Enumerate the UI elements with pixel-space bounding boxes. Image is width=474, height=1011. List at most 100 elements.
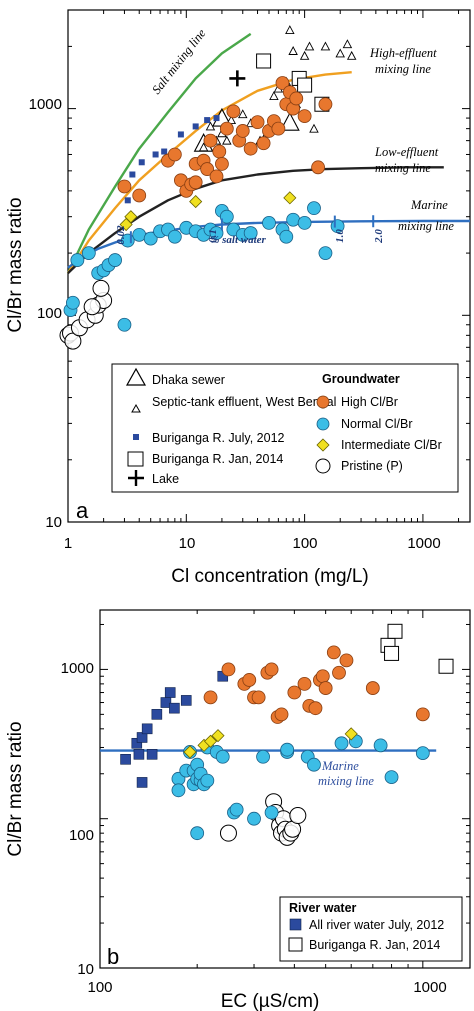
legend-intermediate: Intermediate Cl/Br	[341, 438, 442, 452]
point-high-cl-br	[132, 188, 147, 203]
point-lake	[229, 70, 246, 87]
panel-b-marks	[120, 623, 454, 846]
point-normal-cl-br	[307, 757, 321, 772]
point-normal-cl-br	[286, 212, 301, 227]
point-septic-tank-effluent-west-bengal	[309, 123, 319, 133]
point-dhaka-sewer	[279, 111, 300, 131]
point-normal-cl-br	[108, 253, 122, 267]
b-x-axis-title: EC (µS/cm)	[221, 991, 320, 1011]
point-septic-tank-effluent-west-bengal	[320, 41, 331, 51]
point-normal-cl-br	[256, 749, 270, 764]
point-pristine-p	[92, 279, 110, 297]
point-normal-cl-br	[132, 227, 147, 242]
point-high-cl-br	[167, 147, 182, 162]
point-high-cl-br	[308, 701, 323, 716]
point-septic-tank-effluent-west-bengal	[285, 25, 295, 34]
panel-b-legend: River water All river water July, 2012 B…	[279, 896, 463, 962]
b-y-tick-label: 100	[69, 827, 94, 844]
point-high-cl-br	[221, 662, 236, 677]
point-normal-cl-br	[209, 226, 224, 240]
point-high-cl-br	[311, 160, 325, 175]
pct-tick-label: 0.1	[207, 229, 219, 243]
point-all-river-water-july-2012	[169, 702, 180, 714]
legend-normal-marker	[316, 417, 330, 431]
point-septic-tank-effluent-west-bengal	[346, 50, 357, 60]
pct-tick-label: 1.0	[334, 229, 346, 243]
high-effluent-label-2: mixing line	[375, 62, 431, 76]
point-high-cl-br	[271, 121, 286, 136]
point-high-cl-br	[215, 157, 229, 171]
a-y-tick-label: 100	[37, 305, 62, 322]
b-marine-label: Marine	[321, 759, 359, 773]
point-high-cl-br	[200, 162, 215, 176]
point-normal-cl-br	[262, 215, 276, 230]
point-normal-cl-br	[318, 246, 333, 260]
point-high-cl-br	[415, 707, 430, 722]
point-high-cl-br	[287, 685, 302, 700]
point-buriganga-r-july-2012	[138, 159, 145, 166]
point-high-cl-br	[275, 76, 290, 90]
point-high-cl-br	[188, 175, 203, 190]
panel-a-letter: a	[76, 498, 89, 523]
point-high-cl-br	[235, 124, 250, 138]
point-buriganga-r-jan-2014	[297, 77, 313, 93]
point-all-river-water-july-2012	[146, 749, 158, 760]
point-buriganga-r-july-2012	[204, 117, 211, 124]
point-normal-cl-br	[171, 783, 186, 798]
b-x-tick-label: 1000	[413, 979, 446, 996]
legend-septic-marker	[131, 403, 141, 413]
a-y-tick-label: 1000	[29, 96, 62, 113]
point-high-cl-br	[332, 665, 346, 680]
legend-lake: Lake	[152, 472, 179, 486]
legend-pristine-marker	[315, 458, 331, 474]
point-pristine-p	[219, 824, 237, 842]
panel-b-frame	[99, 609, 471, 969]
point-buriganga-r-july-2012	[192, 123, 199, 130]
legend-intermediate-marker	[316, 438, 330, 452]
a-x-axis-title: Cl concentration (mg/L)	[171, 566, 368, 587]
point-septic-tank-effluent-west-bengal	[238, 109, 248, 119]
panel-b-ticks	[99, 610, 470, 969]
b-marine-label-2: mixing line	[318, 774, 374, 788]
point-normal-cl-br	[279, 229, 294, 244]
point-normal-cl-br	[219, 209, 234, 224]
legend-box	[111, 363, 459, 493]
point-intermediate-cl-br	[124, 210, 138, 224]
a-y-axis-title: Cl/Br mass ratio	[5, 197, 26, 332]
point-high-cl-br	[297, 676, 312, 691]
point-normal-cl-br	[307, 201, 321, 216]
point-high-cl-br	[243, 141, 258, 156]
legend-dhaka-sewer: Dhaka sewer	[152, 373, 225, 387]
point-all-river-water-july-2012	[120, 753, 131, 765]
legend-high: High Cl/Br	[341, 395, 398, 409]
point-high-cl-br	[339, 653, 354, 668]
marine-label-2: mixing line	[398, 219, 454, 233]
point-normal-cl-br	[334, 736, 349, 751]
legend-river-july-marker	[289, 918, 302, 931]
point-septic-tank-effluent-west-bengal	[222, 135, 232, 145]
low-effluent-label: Low-effluent	[374, 145, 439, 159]
point-septic-tank-effluent-west-bengal	[335, 48, 345, 58]
b-y-tick-label: 1000	[61, 660, 94, 677]
legend-buriganga-july: Buriganga R. July, 2012	[152, 431, 285, 445]
legend-groundwater-title: Groundwater	[322, 372, 400, 386]
pct-tick-label: 0.02	[115, 225, 127, 245]
point-all-river-water-july-2012	[133, 749, 145, 760]
legend-buriganga-jan-marker	[288, 937, 303, 952]
a-x-tick-label: 1000	[407, 535, 440, 552]
point-intermediate-cl-br	[189, 195, 203, 209]
point-high-cl-br	[326, 645, 341, 660]
point-high-cl-br	[219, 121, 234, 136]
salt-mixing-line-label: Salt mixing line	[149, 26, 209, 97]
point-all-river-water-july-2012	[180, 695, 192, 706]
point-normal-cl-br	[200, 773, 215, 788]
point-buriganga-r-jan-2014	[438, 658, 454, 674]
point-all-river-water-july-2012	[151, 709, 163, 720]
low-effluent-label-2: mixing line	[375, 161, 431, 175]
point-buriganga-r-jan-2014	[387, 623, 403, 639]
point-septic-tank-effluent-west-bengal	[198, 142, 209, 152]
pct-tick-label: 2.0	[373, 229, 385, 244]
point-normal-cl-br	[190, 826, 205, 841]
point-high-cl-br	[209, 169, 224, 184]
legend-dhaka-sewer-marker	[125, 367, 147, 386]
